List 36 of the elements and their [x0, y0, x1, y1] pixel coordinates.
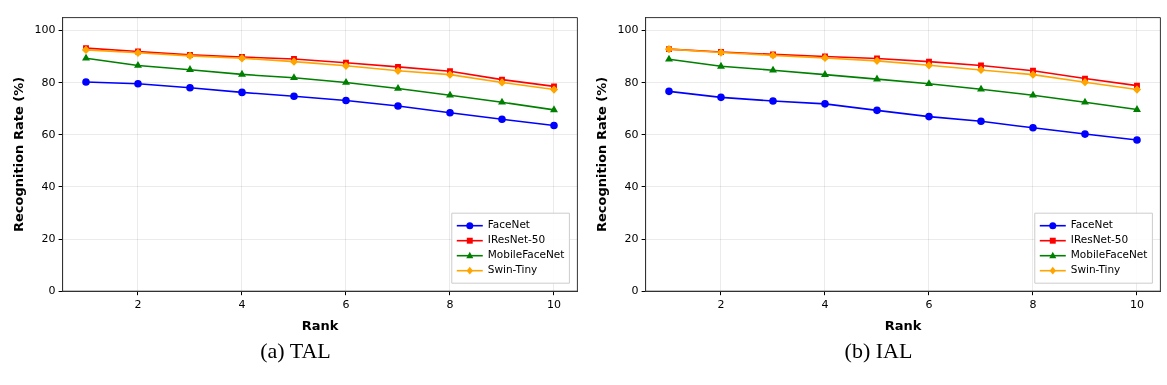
- y-tick-label: 80: [41, 75, 56, 89]
- legend-label: IResNet-50: [487, 233, 546, 246]
- legend-label: MobileFaceNet: [1070, 248, 1148, 261]
- legend-label: Swin-Tiny: [487, 263, 538, 276]
- y-tick-label: 20: [41, 231, 56, 245]
- y-tick-label: 100: [617, 23, 639, 37]
- y-tick-label: 80: [624, 75, 639, 89]
- x-tick-label: 2: [134, 297, 142, 311]
- legend-label: Swin-Tiny: [1070, 263, 1121, 276]
- y-tick-label: 0: [48, 284, 56, 298]
- legend-label: FaceNet: [1070, 218, 1113, 231]
- x-tick-label: 6: [925, 297, 933, 311]
- x-tick-label: 4: [238, 297, 246, 311]
- y-tick-label: 40: [624, 179, 639, 193]
- x-axis-title: Rank: [884, 317, 922, 333]
- x-tick-label: 2: [717, 297, 725, 311]
- legend-label: FaceNet: [487, 218, 530, 231]
- x-tick-label: 8: [1029, 297, 1037, 311]
- text: (a) TAL: [259, 338, 332, 364]
- x-tick-label: 10: [1130, 297, 1144, 311]
- y-tick-label: 20: [624, 231, 639, 245]
- x-tick-label: 6: [342, 297, 350, 311]
- y-tick-label: 100: [34, 23, 56, 37]
- x-tick-label: 8: [446, 297, 454, 311]
- y-tick-label: 0: [631, 284, 639, 298]
- y-axis-title: Recognition Rate (%): [594, 76, 610, 232]
- x-tick-label: 4: [821, 297, 829, 311]
- x-axis-title: Rank: [301, 317, 339, 333]
- text: (b) IAL: [843, 338, 914, 364]
- y-tick-label: 60: [41, 127, 56, 141]
- x-tick-label: 10: [547, 297, 561, 311]
- y-tick-label: 40: [41, 179, 56, 193]
- y-axis-title: Recognition Rate (%): [11, 76, 27, 232]
- legend-label: IResNet-50: [1070, 233, 1129, 246]
- legend-label: MobileFaceNet: [487, 248, 565, 261]
- y-tick-label: 60: [624, 127, 639, 141]
